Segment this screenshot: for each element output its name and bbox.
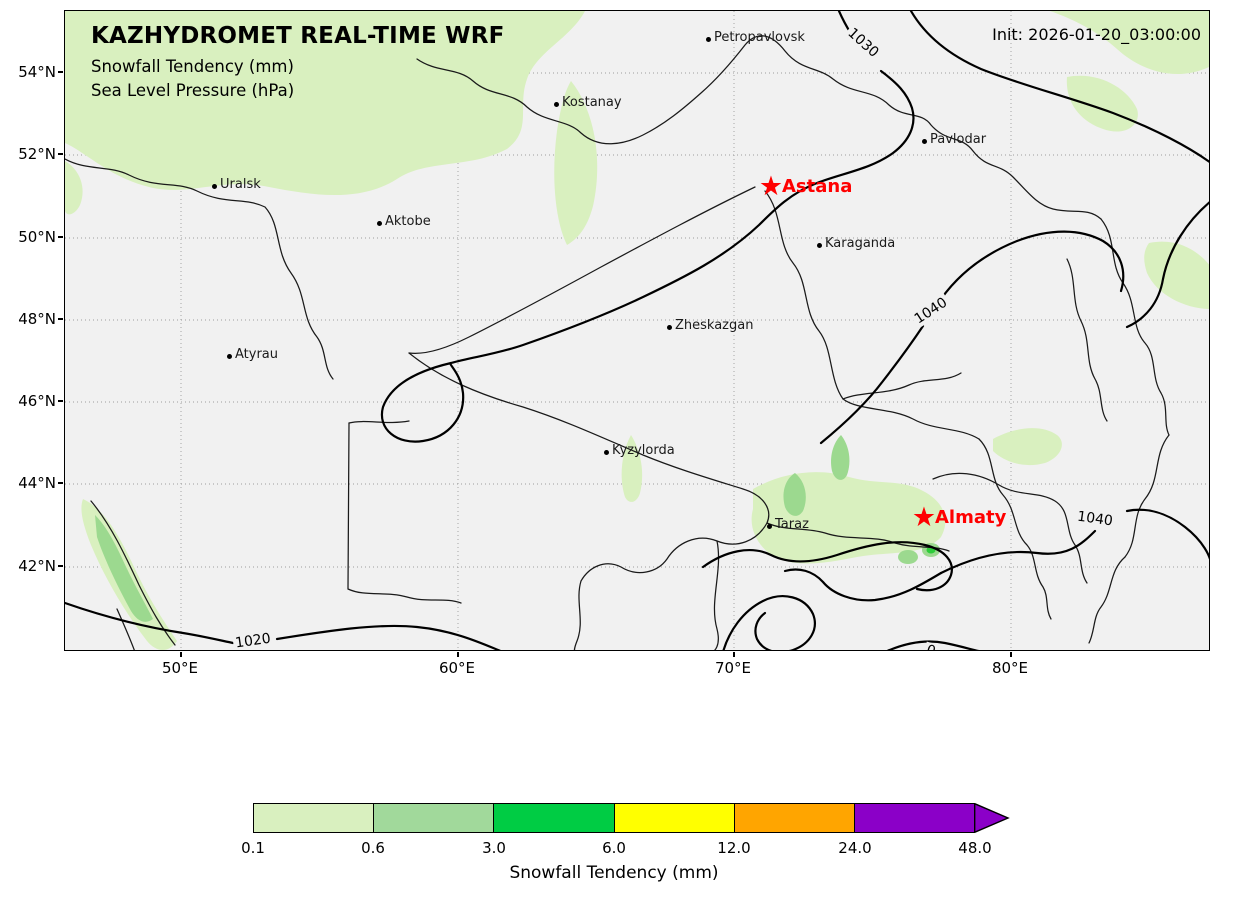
colorbar-bar bbox=[253, 803, 975, 833]
city-label: Atyrau bbox=[235, 347, 279, 362]
x-axis-tick: 80°E bbox=[991, 659, 1029, 677]
colorbar-segment-1 bbox=[254, 804, 375, 832]
x-axis-tick: 50°E bbox=[161, 659, 199, 677]
y-tick-mark bbox=[58, 482, 63, 484]
city-dot bbox=[766, 523, 772, 529]
y-tick-mark bbox=[58, 318, 63, 320]
city-dot bbox=[603, 449, 609, 455]
colorbar-label: Snowfall Tendency (mm) bbox=[509, 863, 719, 883]
colorbar-tick: 48.0 bbox=[958, 839, 992, 857]
y-axis-tick: 52°N bbox=[18, 145, 56, 163]
city-label: Petropavlovsk bbox=[714, 30, 805, 45]
colorbar-extend-arrow bbox=[974, 803, 1010, 833]
colorbar-tick: 6.0 bbox=[602, 839, 626, 857]
city-dot bbox=[705, 36, 711, 42]
init-timestamp: Init: 2026-01-20_03:00:00 bbox=[992, 25, 1201, 44]
colorbar-tick: 24.0 bbox=[838, 839, 872, 857]
colorbar-tick: 3.0 bbox=[482, 839, 506, 857]
y-axis-tick: 54°N bbox=[18, 63, 56, 81]
city-label: Kostanay bbox=[562, 95, 622, 110]
city-dot bbox=[816, 242, 822, 248]
colorbar-segment-4 bbox=[614, 804, 735, 832]
city-label: Aktobe bbox=[385, 214, 431, 229]
y-axis-tick: 44°N bbox=[18, 474, 56, 492]
snowfall-shading-medium bbox=[95, 435, 940, 622]
map-panel: KAZHYDROMET REAL-TIME WRF Snowfall Tende… bbox=[64, 10, 1210, 651]
colorbar-segment-2 bbox=[374, 804, 495, 832]
city-dot bbox=[553, 101, 559, 107]
capital-label: Almaty bbox=[935, 507, 1007, 528]
y-axis-tick: 42°N bbox=[18, 557, 56, 575]
x-axis-tick: 60°E bbox=[438, 659, 476, 677]
capital-label: Astana bbox=[782, 176, 853, 197]
city-label: Pavlodar bbox=[930, 132, 987, 147]
colorbar-segment-3 bbox=[494, 804, 615, 832]
colorbar-tick: 0.1 bbox=[241, 839, 265, 857]
subtitle-pressure: Sea Level Pressure (hPa) bbox=[91, 81, 295, 100]
city-dot bbox=[666, 324, 672, 330]
city-label: Karaganda bbox=[825, 236, 896, 251]
y-tick-mark bbox=[58, 236, 63, 238]
pressure-contours bbox=[65, 11, 1209, 650]
x-tick-mark bbox=[180, 652, 182, 657]
page-title: KAZHYDROMET REAL-TIME WRF bbox=[91, 23, 505, 49]
colorbar-tick: 0.6 bbox=[361, 839, 385, 857]
border-lines bbox=[65, 35, 1170, 650]
colorbar-segment-6 bbox=[854, 804, 975, 832]
star-icon: ★ bbox=[911, 501, 937, 533]
x-tick-mark bbox=[733, 652, 735, 657]
city-dot bbox=[211, 183, 217, 189]
star-icon: ★ bbox=[758, 170, 784, 202]
city-dot bbox=[226, 353, 232, 359]
x-axis-tick: 70°E bbox=[714, 659, 752, 677]
subtitle-snowfall: Snowfall Tendency (mm) bbox=[91, 57, 294, 76]
city-label: Zheskazgan bbox=[675, 318, 754, 333]
y-tick-mark bbox=[58, 565, 63, 567]
colorbar-segment-5 bbox=[734, 804, 855, 832]
city-label: Taraz bbox=[775, 517, 809, 532]
y-axis-tick: 50°N bbox=[18, 228, 56, 246]
y-tick-mark bbox=[58, 153, 63, 155]
y-axis-tick: 46°N bbox=[18, 392, 56, 410]
city-dot bbox=[921, 138, 927, 144]
y-axis-tick: 48°N bbox=[18, 310, 56, 328]
city-label: Kyzylorda bbox=[612, 443, 675, 458]
y-tick-mark bbox=[58, 71, 63, 73]
x-tick-mark bbox=[1010, 652, 1012, 657]
colorbar-tick: 12.0 bbox=[717, 839, 751, 857]
map-canvas bbox=[65, 11, 1209, 650]
y-tick-mark bbox=[58, 400, 63, 402]
x-tick-mark bbox=[457, 652, 459, 657]
city-dot bbox=[376, 220, 382, 226]
colorbar: 0.1 0.6 3.0 6.0 12.0 24.0 48.0 Snowfall … bbox=[241, 803, 1013, 898]
city-label: Uralsk bbox=[220, 177, 261, 192]
